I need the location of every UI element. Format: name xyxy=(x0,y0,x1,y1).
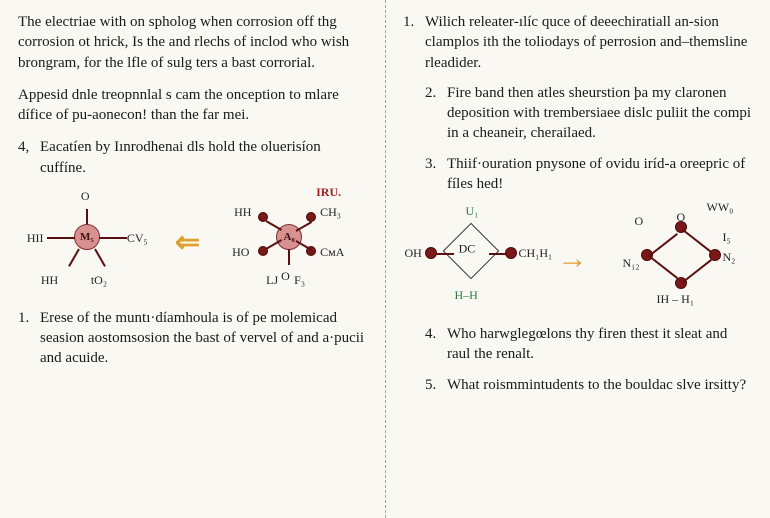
molecule-1: O M₅ HII CV₅ HH tO₂ xyxy=(29,190,149,295)
right-diagram: U₁ DC OH CH₁H₁ H–H → WW₀ O O N₁ xyxy=(403,204,752,314)
molecule-3: U₁ DC OH CH₁H₁ H–H xyxy=(411,207,541,312)
left-item-1: 1. Erese of the muntı·díamhoula is of pe… xyxy=(18,308,367,369)
column-divider xyxy=(385,0,386,518)
item-text: Eacatíen by Iınrodhenai dls hold the olu… xyxy=(40,137,367,178)
right-column: 1. Wilich releater‑ılíc quce of deeechir… xyxy=(385,0,770,518)
item-number: 4. xyxy=(425,324,447,365)
arrow-right: → xyxy=(556,239,590,280)
molecule-2: IRU. A₈ HH CH₃ HO CмA LJ O F₃ xyxy=(226,190,356,295)
item-number: 4, xyxy=(18,137,40,178)
item-number: 3. xyxy=(425,154,447,195)
left-para-1: The electriae with on spholog when corro… xyxy=(18,12,367,73)
item-text: Fire band then atles sheurstion þa my cl… xyxy=(447,83,752,144)
item-number: 5. xyxy=(425,375,447,395)
item-text: Wilich releater‑ılíc quce of deeechirati… xyxy=(425,12,752,73)
left-column: The electriae with on spholog when corro… xyxy=(0,0,385,518)
arrow-left: ⇐ xyxy=(170,223,204,264)
item-number: 1. xyxy=(18,308,40,369)
item-text: Erese of the muntı·díamhoula is of pe mo… xyxy=(40,308,367,369)
left-item-4: 4, Eacatíen by Iınrodhenai dls hold the … xyxy=(18,137,367,178)
left-para-2: Appesid dnle treopnnlal s cam the oncept… xyxy=(18,85,367,126)
right-item-5: 5. What roismmintudents to the bouldac s… xyxy=(403,375,752,395)
right-item-3: 3. Thiif·ouration pnysone of ovidu iríd-… xyxy=(403,154,752,195)
right-item-2: 2. Fire band then atles sheurstion þa my… xyxy=(403,83,752,144)
right-item-4: 4. Who harwglegœlons thy firen thest it … xyxy=(403,324,752,365)
item-number: 1. xyxy=(403,12,425,73)
item-text: What roismmintudents to the bouldac slve… xyxy=(447,375,752,395)
right-item-1: 1. Wilich releater‑ılíc quce of deeechir… xyxy=(403,12,752,73)
item-text: Who harwglegœlons thy firen thest it sle… xyxy=(447,324,752,365)
item-number: 2. xyxy=(425,83,447,144)
left-diagram: O M₅ HII CV₅ HH tO₂ ⇐ IRU. A₈ HH C xyxy=(18,188,367,298)
item-text: Thiif·ouration pnysone of ovidu iríd-a o… xyxy=(447,154,752,195)
molecule-4: WW₀ O O N₁₂ N₂ I₅ IH – H₁ xyxy=(605,207,745,312)
